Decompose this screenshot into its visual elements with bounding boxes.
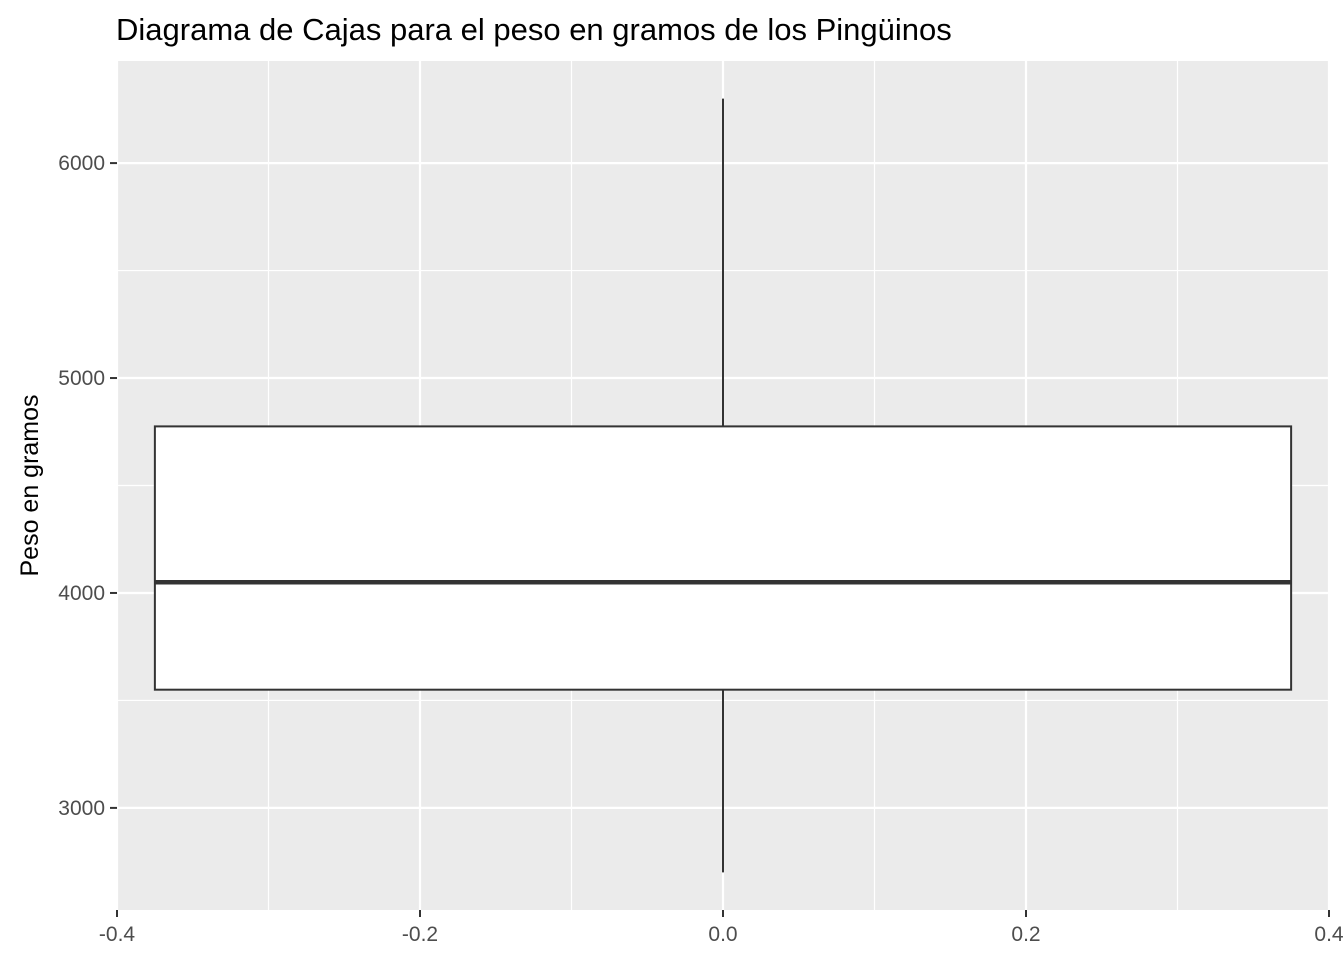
x-tick-label: -0.2 bbox=[402, 923, 438, 946]
x-tick-label: 0.2 bbox=[1011, 923, 1040, 946]
box-iqr bbox=[153, 425, 1293, 691]
x-axis: -0.4 -0.2 0.0 0.2 0.4 bbox=[99, 910, 1344, 946]
x-tick-label: 0.4 bbox=[1314, 923, 1344, 946]
chart-title: Diagrama de Cajas para el peso en gramos… bbox=[116, 12, 952, 47]
box-layer bbox=[153, 98, 1293, 873]
x-tick-label: 0.0 bbox=[708, 923, 737, 946]
y-tick-label: 4000 bbox=[58, 582, 105, 605]
y-axis-label: Peso en gramos bbox=[16, 394, 44, 576]
y-tick-label: 3000 bbox=[58, 797, 105, 820]
y-axis: 3000 4000 5000 6000 bbox=[58, 152, 117, 820]
y-tick-label: 6000 bbox=[58, 152, 105, 175]
y-tick-label: 5000 bbox=[58, 367, 105, 390]
x-tick-label: -0.4 bbox=[99, 923, 136, 946]
